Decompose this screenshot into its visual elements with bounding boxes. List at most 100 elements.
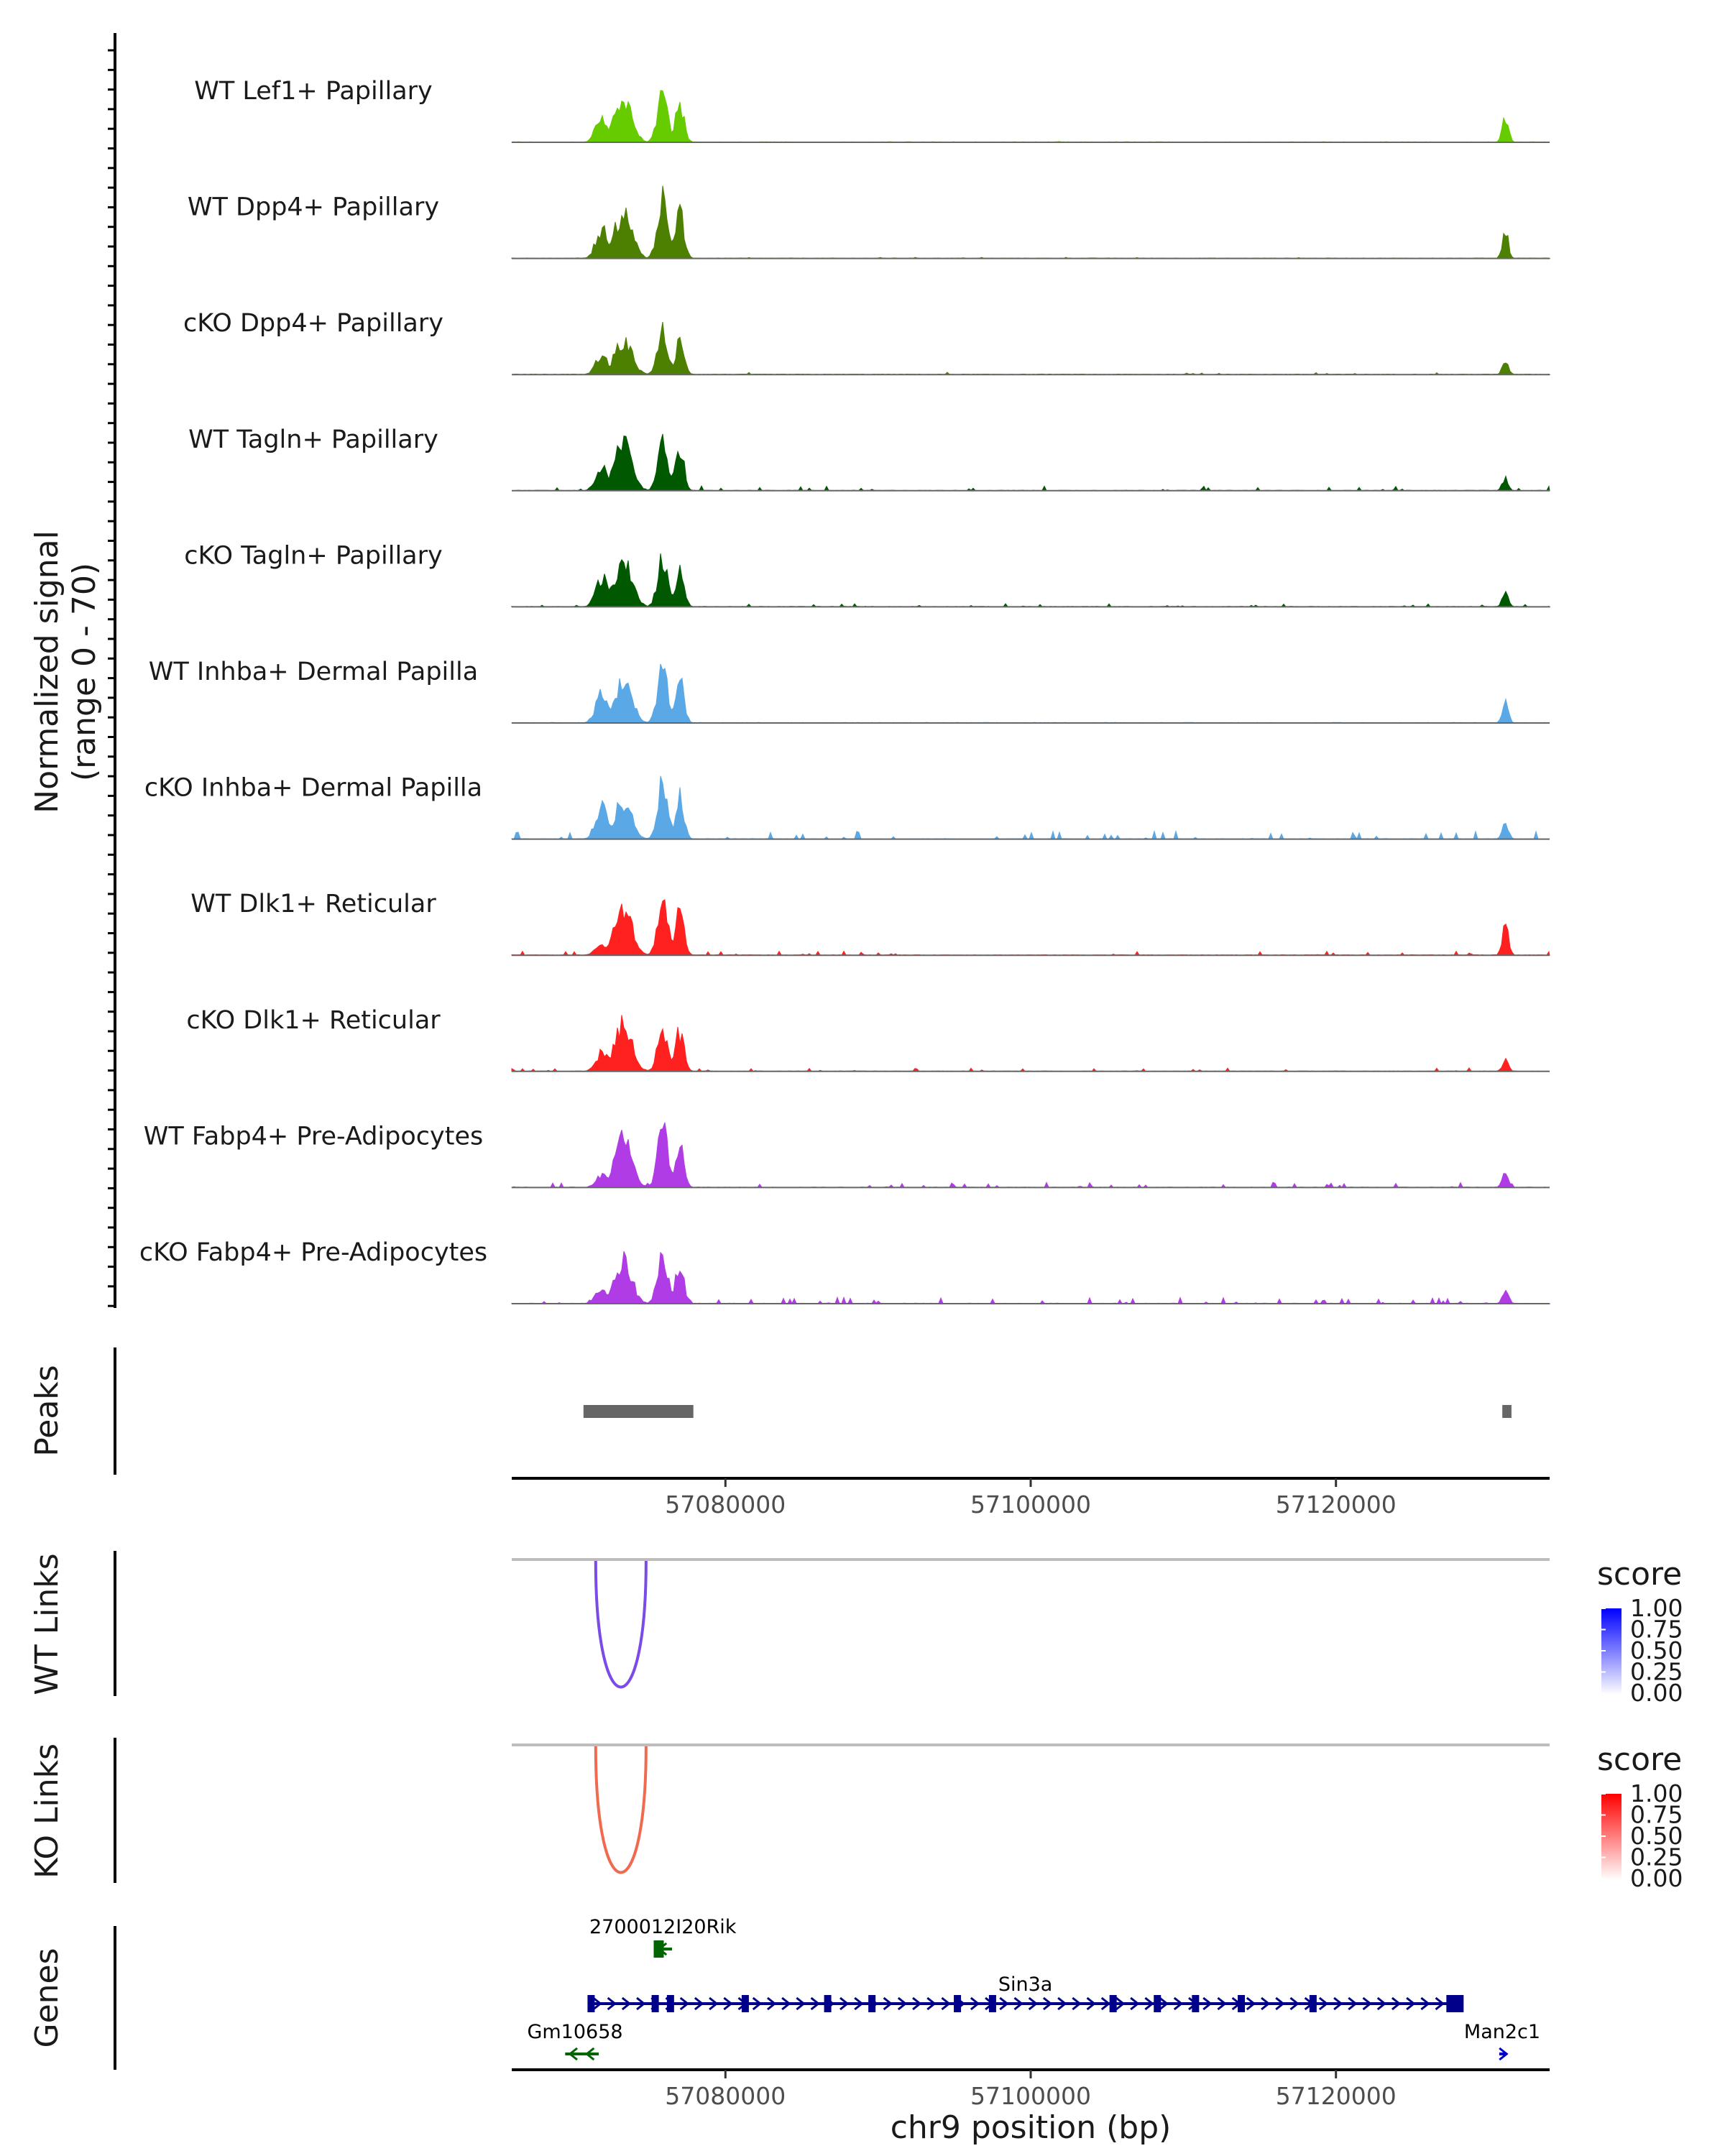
- gene-strand-chevron: [607, 1996, 617, 2011]
- genes-x-ticks: 57080000 57100000 57120000: [665, 2070, 1397, 2110]
- gene-strand-chevron: [941, 1996, 951, 2011]
- coverage-area-9: [511, 1015, 1550, 1072]
- coverage-track-9: cKO Dlk1+ Reticular: [186, 1006, 1550, 1072]
- gene-label-3: Gm10658: [527, 2021, 622, 2043]
- coverage-y-title-line1: Normalized signal: [29, 530, 65, 814]
- gene-strand-chevron: [854, 1996, 864, 2011]
- wt-legend-title: score: [1597, 1556, 1682, 1593]
- sin3a-exon-1: [587, 1995, 595, 2012]
- ko-links-arcs: [594, 1746, 648, 1874]
- wt-legend-tick-1: 1.00: [1630, 1594, 1683, 1622]
- coverage-track-11: cKO Fabp4+ Pre-Adipocytes: [139, 1238, 1551, 1304]
- peaks-x-tick-label-1: 57080000: [665, 1491, 786, 1519]
- track-label-3: cKO Dpp4+ Papillary: [183, 309, 443, 338]
- ko-legend-tick-5: 0.00: [1630, 1864, 1683, 1892]
- wt-score-legend: score 1.000.750.500.250.00: [1597, 1556, 1683, 1707]
- ko-legend-tick-4: 0.25: [1630, 1843, 1683, 1871]
- peaks-x-tick-label-3: 57120000: [1276, 1491, 1397, 1519]
- sin3a-exon-12: [1238, 1995, 1246, 2012]
- coverage-area-7: [511, 775, 1550, 840]
- track-label-2: WT Dpp4+ Papillary: [188, 193, 439, 222]
- wt-legend-tick-3: 0.50: [1630, 1636, 1683, 1664]
- genes-x-tick-label-1: 57080000: [665, 2082, 786, 2110]
- gene-strand-chevron: [1318, 1996, 1329, 2011]
- gene-strand-chevron: [781, 1996, 791, 2011]
- sin3a-exon-11: [1192, 1995, 1200, 2012]
- gene-strand-chevron: [912, 1996, 922, 2011]
- gene-3: Gm10658: [527, 2021, 623, 2061]
- sin3a-exon-14: [1446, 1995, 1464, 2012]
- wt-legend-tick-2: 0.75: [1630, 1616, 1683, 1644]
- gene-strand-chevron: [1173, 1996, 1184, 2011]
- ko-link-arc-1: [594, 1746, 648, 1874]
- gene-strand-chevron: [752, 1996, 763, 2011]
- gene-strand-chevron: [694, 1996, 704, 2011]
- gene-strand-chevron: [1391, 1996, 1402, 2011]
- x-axis-title: chr9 position (bp): [891, 2109, 1172, 2146]
- track-label-6: WT Inhba+ Dermal Papilla: [149, 658, 478, 686]
- sin3a-exon-8: [988, 1995, 996, 2012]
- coverage-track-10: WT Fabp4+ Pre-Adipocytes: [144, 1122, 1550, 1189]
- genes-x-tick-label-3: 57120000: [1276, 2082, 1397, 2110]
- gene-strand-chevron: [883, 1996, 893, 2011]
- gene-strand-chevron: [1499, 2047, 1509, 2061]
- gene-strand-chevron: [1348, 1996, 1358, 2011]
- sin3a-exon-4: [741, 1995, 749, 2012]
- coverage-area-8: [511, 899, 1550, 956]
- gene-strand-chevron: [1086, 1996, 1096, 2011]
- ko-legend-tick-1: 1.00: [1630, 1779, 1683, 1807]
- coverage-track-5: cKO Tagln+ Papillary: [184, 541, 1551, 608]
- sin3a-exon-10: [1154, 1995, 1162, 2012]
- gene-strand-chevron: [636, 1996, 646, 2011]
- gene-strand-chevron: [1376, 1996, 1387, 2011]
- gene-strand-chevron: [897, 1996, 908, 2011]
- peaks-x-tick-label-2: 57100000: [970, 1491, 1091, 1519]
- coverage-area-5: [511, 553, 1551, 607]
- coverage-tracks: WT Lef1+ Papillary WT Dpp4+ Papillary cKO …: [139, 77, 1551, 1304]
- track-label-11: cKO Fabp4+ Pre-Adipocytes: [139, 1238, 487, 1267]
- coverage-area-10: [511, 1122, 1550, 1189]
- gene-1: 2700012I20Rik: [589, 1916, 737, 1956]
- sin3a-exon-2: [651, 1995, 659, 2012]
- gene-label-4: Man2c1: [1464, 2021, 1540, 2043]
- gene-strand-chevron: [1217, 1996, 1227, 2011]
- gene-strand-chevron: [1261, 1996, 1271, 2011]
- gene-strand-chevron: [1072, 1996, 1082, 2011]
- sin3a-exon-7: [954, 1995, 962, 2012]
- gene-strand-chevron: [970, 1996, 980, 2011]
- gene-strand-chevron: [568, 2047, 578, 2061]
- gene-label-2: Sin3a: [998, 1973, 1052, 1996]
- track-label-9: cKO Dlk1+ Reticular: [186, 1006, 441, 1035]
- genes-track-label: Genes: [29, 1948, 65, 2047]
- peak-regions: [583, 1405, 1512, 1418]
- track-label-4: WT Tagln+ Papillary: [188, 425, 438, 454]
- gene-strand-chevron: [1420, 1996, 1430, 2011]
- coverage-area-3: [511, 321, 1551, 375]
- gene-strand-chevron: [926, 1996, 937, 2011]
- coverage-area-6: [511, 663, 1550, 724]
- wt-links-arcs: [594, 1560, 648, 1689]
- wt-links-track-label: WT Links: [29, 1553, 65, 1695]
- peaks-x-ticks: 57080000 57100000 57120000: [665, 1478, 1397, 1519]
- gene-strand-chevron: [810, 1996, 820, 2011]
- track-label-1: WT Lef1+ Papillary: [194, 77, 433, 106]
- ko-legend-title: score: [1597, 1741, 1682, 1778]
- gene-strand-chevron: [723, 1996, 733, 2011]
- peaks-track-label: Peaks: [29, 1365, 65, 1456]
- gene-strand-chevron: [592, 1996, 602, 2011]
- gene-strand-chevron: [1406, 1996, 1416, 2011]
- gene-strand-chevron: [584, 2047, 595, 2061]
- sin3a-exon-6: [868, 1995, 876, 2012]
- coverage-area-4: [511, 433, 1550, 492]
- sin3a-exon-13: [1309, 1995, 1317, 2012]
- gene-strand-chevron: [1130, 1996, 1140, 2011]
- gene-strand-chevron: [1100, 1996, 1111, 2011]
- track-label-8: WT Dlk1+ Reticular: [190, 890, 436, 918]
- coverage-track-7: cKO Inhba+ Dermal Papilla: [144, 774, 1550, 840]
- rik-exon: [653, 1940, 664, 1958]
- gene-models: 2700012I20Rik Sin3a Gm10658 Man2c1: [527, 1916, 1540, 2061]
- peak-region-1: [583, 1405, 694, 1418]
- gene-strand-chevron: [1435, 1996, 1445, 2011]
- coverage-track-4: WT Tagln+ Papillary: [188, 425, 1550, 492]
